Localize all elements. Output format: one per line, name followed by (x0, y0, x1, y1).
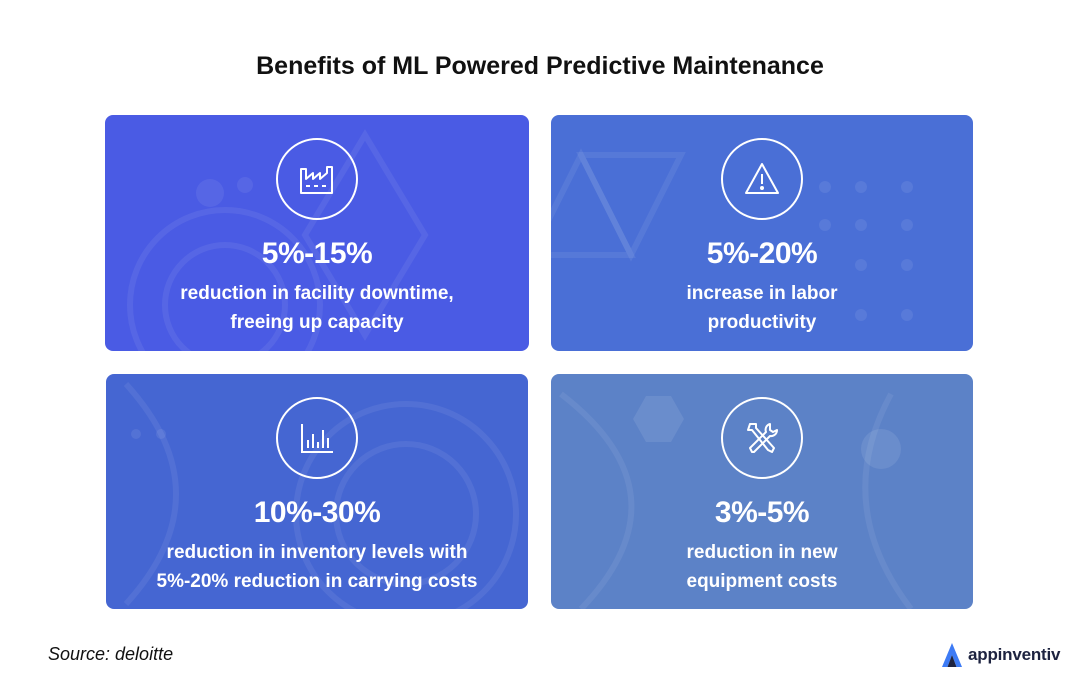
benefit-card-equipment: 3%-5% reduction in new equipment costs (551, 374, 973, 609)
card-background-pattern (551, 148, 913, 321)
stat-description: reduction in inventory levels with 5%-20… (116, 538, 518, 596)
benefit-card-productivity: 5%-20% increase in labor productivity (551, 115, 973, 351)
description-line: reduction in inventory levels with (166, 542, 468, 563)
description-line: 5%-20% reduction in carrying costs (156, 571, 478, 592)
tools-icon (747, 423, 779, 453)
benefit-card-downtime: 5%-15% reduction in facility downtime, f… (105, 115, 529, 351)
description-line: productivity (707, 312, 817, 333)
description-line: freeing up capacity (230, 312, 404, 333)
stat-value: 5%-20% (706, 237, 818, 270)
factory-icon (300, 166, 333, 194)
description-line: reduction in new (686, 542, 838, 563)
card-background-pattern (123, 381, 519, 609)
card-background-pattern (559, 391, 914, 609)
appinventiv-logo-icon (942, 643, 962, 667)
icon-badge (276, 138, 358, 220)
icon-badge (721, 138, 803, 220)
source-caption: Source: deloitte (48, 644, 174, 664)
warning-icon (745, 163, 779, 194)
description-line: equipment costs (686, 571, 838, 592)
icon-badge (276, 397, 358, 479)
description-line: reduction in facility downtime, (180, 283, 454, 304)
card-background-pattern (127, 129, 429, 351)
description-line: increase in labor (686, 283, 838, 304)
page-title: Benefits of ML Powered Predictive Mainte… (256, 52, 824, 80)
brand-logo: appinventiv (941, 642, 1060, 668)
stat-description: reduction in new equipment costs (561, 538, 963, 596)
stat-value: 5%-15% (261, 237, 373, 270)
stat-value: 3%-5% (714, 496, 810, 529)
benefit-card-inventory: 10%-30% reduction in inventory levels wi… (106, 374, 528, 609)
bar-chart-icon (301, 424, 333, 453)
icon-badge (721, 397, 803, 479)
stat-description: reduction in facility downtime, freeing … (115, 279, 519, 337)
stat-value: 10%-30% (253, 496, 381, 529)
brand-name: appinventiv (968, 645, 1061, 664)
stat-description: increase in labor productivity (561, 279, 963, 337)
